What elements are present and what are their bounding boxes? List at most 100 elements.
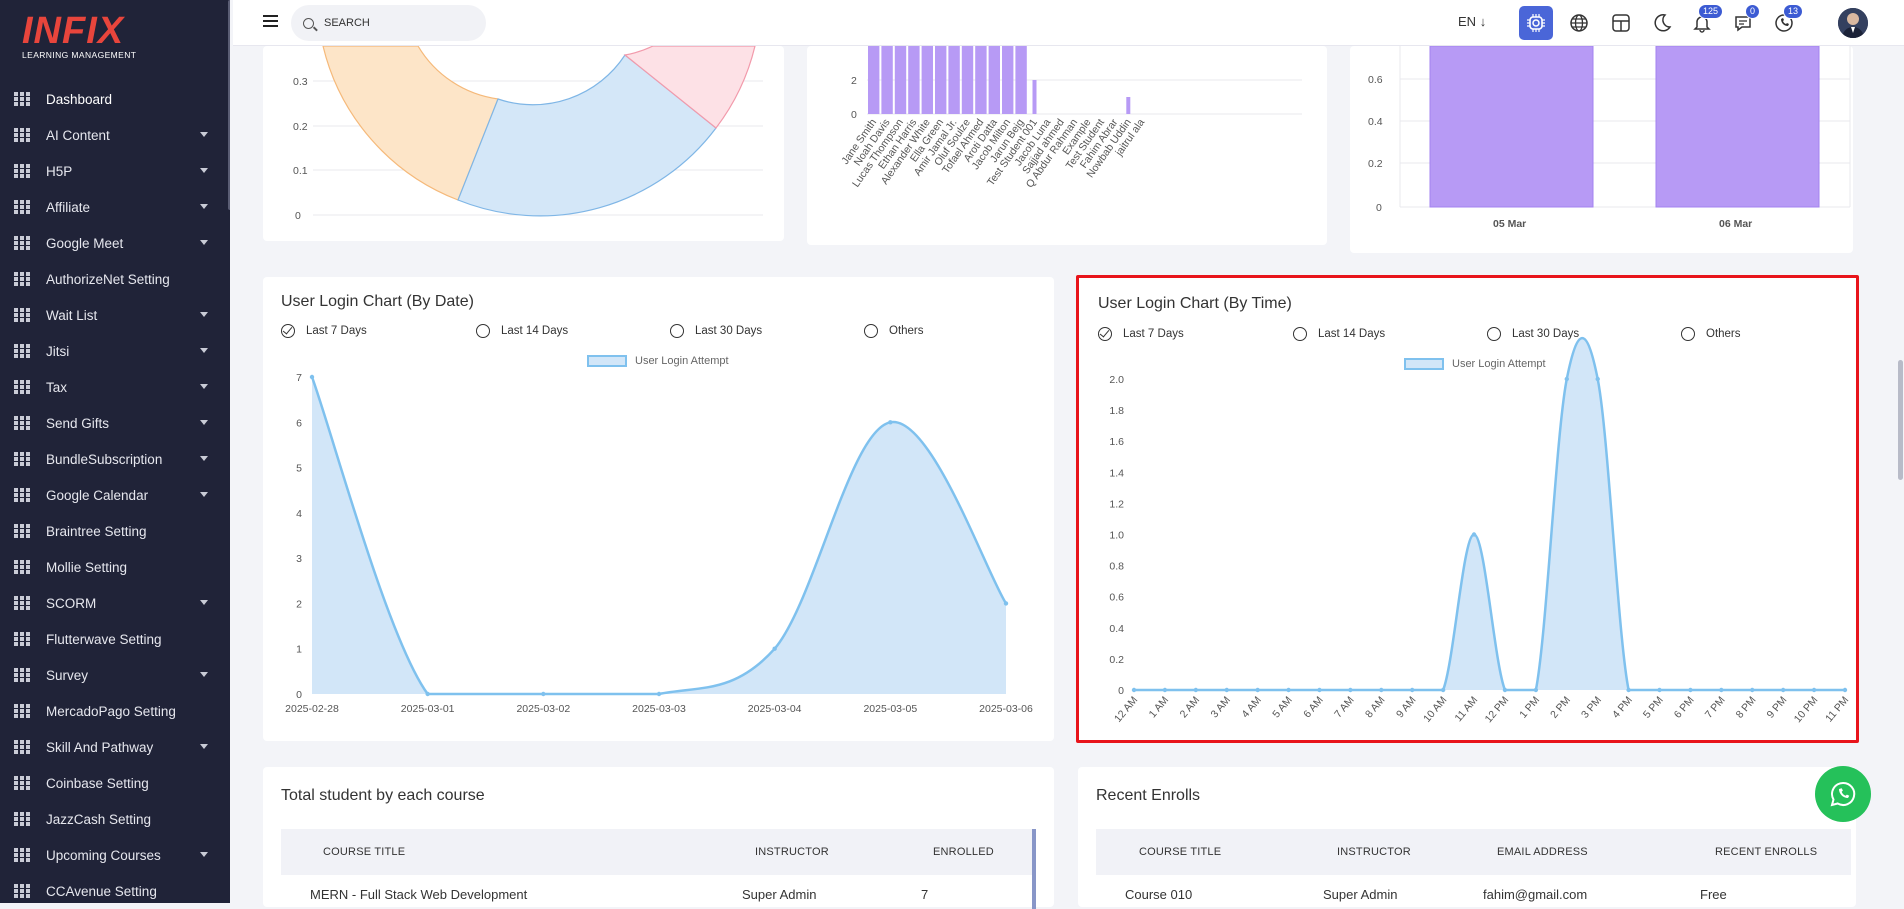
sidebar-item-upcoming-courses[interactable]: Upcoming Courses (0, 837, 230, 873)
data-point[interactable] (1719, 687, 1724, 693)
student-bar[interactable] (1032, 80, 1037, 114)
student-bar[interactable] (1015, 46, 1027, 114)
th-course-title[interactable]: COURSE TITLE (323, 846, 406, 858)
data-point[interactable] (1471, 532, 1477, 537)
data-point[interactable] (1131, 687, 1137, 693)
table-scrollbar[interactable] (1032, 829, 1036, 909)
data-point[interactable] (1750, 687, 1755, 693)
th-course-title[interactable]: COURSE TITLE (1139, 846, 1222, 858)
data-point[interactable] (1842, 687, 1848, 693)
sidebar-item-send-gifts[interactable]: Send Gifts (0, 405, 230, 441)
sidebar-item-authorizenet-setting[interactable]: AuthorizeNet Setting (0, 261, 230, 297)
data-point[interactable] (1440, 687, 1446, 693)
data-point[interactable] (541, 691, 546, 697)
data-point[interactable] (1564, 376, 1569, 382)
globe-icon[interactable] (1562, 6, 1596, 40)
date-bar-05-mar[interactable] (1429, 46, 1594, 208)
student-bar[interactable] (921, 46, 933, 114)
whatsapp-button[interactable] (1815, 766, 1871, 822)
sidebar-item-wait-list[interactable]: Wait List (0, 297, 230, 333)
brand-logo[interactable]: INFIX LEARNING MANAGEMENT (22, 12, 182, 64)
menu-toggle-icon[interactable] (263, 15, 278, 27)
sidebar-item-scorm[interactable]: SCORM (0, 585, 230, 621)
student-bar[interactable] (1126, 97, 1131, 114)
data-point[interactable] (1626, 687, 1631, 693)
data-point[interactable] (1162, 687, 1168, 693)
pie-slice-pink[interactable] (623, 46, 756, 129)
sidebar-item-google-calendar[interactable]: Google Calendar (0, 477, 230, 513)
data-point[interactable] (1193, 687, 1199, 693)
student-bar[interactable] (868, 46, 880, 114)
data-point[interactable] (1533, 687, 1539, 693)
student-bar[interactable] (935, 46, 947, 114)
sidebar-item-braintree-setting[interactable]: Braintree Setting (0, 513, 230, 549)
sidebar-scrollbar[interactable] (228, 0, 230, 210)
chat-phone-icon[interactable]: 13 (1767, 4, 1803, 40)
date-bar-06-mar[interactable] (1655, 46, 1820, 208)
data-point[interactable] (888, 420, 893, 425)
student-bar[interactable] (961, 46, 974, 114)
pie-slice-blue[interactable] (457, 54, 717, 217)
th-email-address[interactable]: EMAIL ADDRESS (1497, 846, 1588, 858)
sidebar-item-bundlesubscription[interactable]: BundleSubscription (0, 441, 230, 477)
data-point[interactable] (1780, 687, 1786, 693)
student-bar[interactable] (894, 46, 907, 114)
td-course-title[interactable]: Course 010 (1125, 887, 1193, 902)
time-option-others[interactable]: Others (1681, 327, 1741, 341)
sidebar-item-h5p[interactable]: H5P (0, 153, 230, 189)
sidebar-item-tax[interactable]: Tax (0, 369, 230, 405)
page-scrollbar[interactable] (1898, 360, 1903, 480)
pie-slice-orange[interactable] (322, 46, 499, 201)
dark-mode-icon[interactable] (1645, 6, 1679, 40)
data-point[interactable] (425, 691, 430, 697)
th-instructor[interactable]: INSTRUCTOR (755, 846, 829, 858)
notification-bell-icon[interactable]: 125 (1685, 4, 1723, 40)
data-point[interactable] (1286, 687, 1291, 693)
sidebar-item-jitsi[interactable]: Jitsi (0, 333, 230, 369)
student-bar[interactable] (988, 46, 1000, 114)
data-point[interactable] (656, 691, 662, 697)
sidebar-item-jazzcash-setting[interactable]: JazzCash Setting (0, 801, 230, 837)
student-bar[interactable] (948, 46, 960, 114)
data-point[interactable] (1348, 687, 1353, 693)
time-option-last-30-days[interactable]: Last 30 Days (1487, 327, 1579, 341)
date-option-last-30-days[interactable]: Last 30 Days (670, 324, 762, 338)
chip-settings-icon[interactable] (1519, 6, 1553, 40)
layout-icon[interactable] (1604, 6, 1638, 40)
student-bar[interactable] (881, 46, 893, 114)
data-point[interactable] (1317, 687, 1322, 693)
data-point[interactable] (309, 374, 315, 380)
sidebar-item-google-meet[interactable]: Google Meet (0, 225, 230, 261)
th-instructor[interactable]: INSTRUCTOR (1337, 846, 1411, 858)
data-point[interactable] (1688, 687, 1693, 693)
data-point[interactable] (772, 646, 777, 651)
message-icon[interactable]: 0 (1726, 4, 1760, 40)
th-enrolled[interactable]: ENROLLED (933, 846, 994, 858)
sidebar-item-mollie-setting[interactable]: Mollie Setting (0, 549, 230, 585)
sidebar-item-coinbase-setting[interactable]: Coinbase Setting (0, 765, 230, 801)
data-point[interactable] (1657, 687, 1662, 693)
data-point[interactable] (1255, 687, 1260, 693)
time-option-last-14-days[interactable]: Last 14 Days (1293, 327, 1385, 341)
sidebar-item-survey[interactable]: Survey (0, 657, 230, 693)
td-course-title[interactable]: MERN - Full Stack Web Development (310, 887, 528, 902)
user-avatar[interactable] (1838, 8, 1868, 38)
student-bar[interactable] (1002, 46, 1014, 114)
date-option-others[interactable]: Others (864, 324, 924, 338)
data-point[interactable] (1502, 687, 1508, 693)
sidebar-item-dashboard[interactable]: Dashboard (0, 81, 230, 117)
sidebar-item-mercadopago-setting[interactable]: MercadoPago Setting (0, 693, 230, 729)
data-point[interactable] (1595, 376, 1600, 382)
login-by-time-legend[interactable]: User Login Attempt (1404, 358, 1546, 370)
data-point[interactable] (1410, 687, 1415, 693)
language-selector[interactable]: EN ↓ (1458, 14, 1486, 29)
sidebar-item-affiliate[interactable]: Affiliate (0, 189, 230, 225)
date-option-last-7-days[interactable]: Last 7 Days (281, 324, 367, 338)
th-recent-enrolls[interactable]: RECENT ENROLLS (1715, 846, 1818, 858)
sidebar-item-flutterwave-setting[interactable]: Flutterwave Setting (0, 621, 230, 657)
data-point[interactable] (1224, 687, 1229, 693)
search-input[interactable]: SEARCH (291, 5, 486, 41)
student-bar[interactable] (908, 46, 920, 114)
date-option-last-14-days[interactable]: Last 14 Days (476, 324, 568, 338)
sidebar-item-ai-content[interactable]: AI Content (0, 117, 230, 153)
